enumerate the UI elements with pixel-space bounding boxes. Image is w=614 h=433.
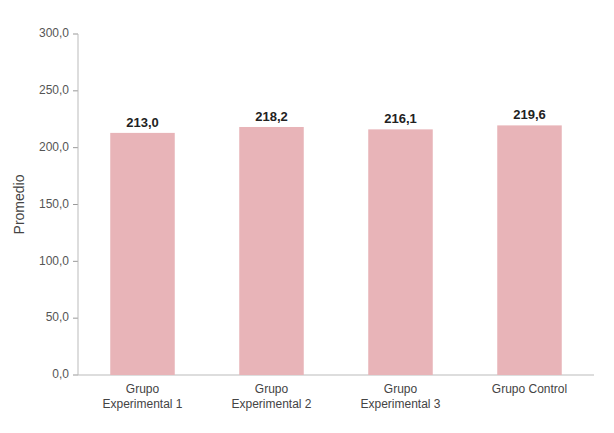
y-tick bbox=[73, 261, 78, 262]
y-tick bbox=[73, 147, 78, 148]
page: {"chart_data": {"type": "bar", "categori… bbox=[0, 0, 614, 433]
y-tick bbox=[73, 204, 78, 205]
bar bbox=[497, 125, 562, 375]
y-tick bbox=[73, 318, 78, 319]
y-tick-label: 0,0 bbox=[52, 367, 69, 381]
data-label: 213,0 bbox=[126, 115, 159, 130]
bar bbox=[110, 133, 175, 375]
x-tick-label-line: Experimental 1 bbox=[102, 397, 182, 411]
chart-container: 0,0 50,0 100,0 150,0 200,0 250,0 300,0 213,0 218… bbox=[0, 0, 614, 433]
x-tick-label: GrupoExperimental 1 bbox=[102, 382, 182, 411]
bar bbox=[368, 129, 433, 375]
x-tick-label-line: Grupo bbox=[126, 382, 160, 396]
y-tick bbox=[73, 34, 78, 35]
y-axis-line bbox=[78, 34, 79, 375]
data-label: 219,6 bbox=[513, 107, 546, 122]
x-tick-label-line: Grupo bbox=[384, 382, 418, 396]
y-axis: 0,0 50,0 100,0 150,0 200,0 250,0 300,0 bbox=[39, 26, 78, 381]
chart: 0,0 50,0 100,0 150,0 200,0 250,0 300,0 213,0 218… bbox=[0, 0, 614, 433]
y-tick-label: 150,0 bbox=[39, 197, 69, 211]
x-axis: GrupoExperimental 1GrupoExperimental 2Gr… bbox=[102, 382, 567, 411]
y-axis-label: Promedio bbox=[11, 174, 27, 234]
y-tick-label: 250,0 bbox=[39, 83, 69, 97]
data-label: 216,1 bbox=[384, 111, 417, 126]
y-tick-label: 50,0 bbox=[46, 310, 70, 324]
y-tick-label: 100,0 bbox=[39, 254, 69, 268]
x-tick-label: Grupo Control bbox=[492, 382, 567, 396]
x-tick-label-line: Experimental 3 bbox=[360, 397, 440, 411]
bars bbox=[110, 125, 562, 375]
x-tick-label: GrupoExperimental 2 bbox=[231, 382, 311, 411]
data-labels: 213,0 218,2 216,1 219,6 bbox=[126, 107, 546, 130]
y-tick-label: 300,0 bbox=[39, 26, 69, 40]
x-tick-label-line: Grupo Control bbox=[492, 382, 567, 396]
y-tick bbox=[73, 90, 78, 91]
x-tick-label-line: Grupo bbox=[255, 382, 289, 396]
data-label: 218,2 bbox=[255, 109, 288, 124]
x-tick-label-line: Experimental 2 bbox=[231, 397, 311, 411]
x-tick-label: GrupoExperimental 3 bbox=[360, 382, 440, 411]
y-tick bbox=[73, 375, 78, 376]
y-tick-label: 200,0 bbox=[39, 140, 69, 154]
bar bbox=[239, 127, 304, 375]
